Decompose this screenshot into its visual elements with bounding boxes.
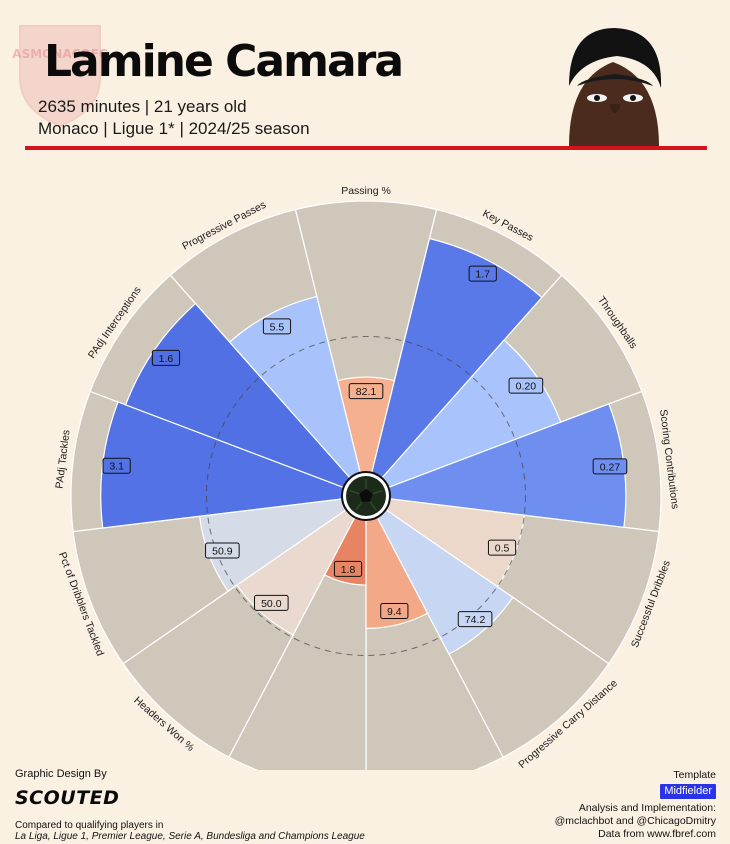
- svg-text:1.6: 1.6: [159, 353, 174, 365]
- metric-label: Passing %: [341, 185, 391, 197]
- value-label: 0.5: [487, 539, 517, 556]
- footer-credits-right: Template Midfielder Analysis and Impleme…: [555, 769, 716, 841]
- svg-text:74.2: 74.2: [465, 614, 486, 626]
- crest-text: ASMONACOFC: [12, 47, 108, 61]
- value-label: 3.1: [102, 457, 131, 474]
- value-label: 50.9: [205, 542, 240, 559]
- header-divider: [25, 146, 707, 150]
- svg-text:3.1: 3.1: [109, 461, 124, 473]
- player-photo: [555, 24, 673, 146]
- value-label: 50.0: [254, 594, 289, 611]
- slice-values: [100, 237, 627, 655]
- svg-text:50.9: 50.9: [212, 545, 233, 557]
- value-label: 1.7: [468, 265, 497, 282]
- svg-text:9.4: 9.4: [387, 606, 402, 618]
- center-ball-icon: [341, 471, 391, 521]
- value-label: 0.20: [508, 377, 544, 394]
- analysis-label: Analysis and Implementation:: [578, 802, 716, 814]
- svg-text:82.1: 82.1: [356, 386, 377, 398]
- value-label: 74.2: [457, 611, 493, 628]
- template-badge: Midfielder: [660, 784, 716, 799]
- svg-text:0.5: 0.5: [495, 543, 510, 555]
- monaco-crest-watermark: ASMONACOFC: [12, 25, 108, 128]
- scouted-logo: SCOUTED: [15, 787, 120, 809]
- template-label: Template: [673, 769, 716, 781]
- analysis-credits: @mclachbot and @ChicagoDmitry: [554, 815, 716, 827]
- median-ring: [206, 336, 526, 656]
- footer-credits-left: Graphic Design By SCOUTED Compared to qu…: [15, 768, 365, 842]
- svg-text:50.0: 50.0: [261, 598, 282, 610]
- leagues-text: La Liga, Ligue 1, Premier League, Serie …: [15, 831, 365, 842]
- value-label: 5.5: [262, 318, 292, 335]
- minutes-age-subtitle: 2635 minutes | 21 years old: [38, 97, 247, 116]
- data-source: Data from www.fbref.com: [598, 828, 716, 840]
- value-label: 0.27: [592, 458, 628, 475]
- svg-text:0.27: 0.27: [600, 461, 621, 473]
- value-label: 82.1: [348, 383, 384, 400]
- svg-text:1.7: 1.7: [475, 269, 490, 281]
- value-label: 1.6: [151, 349, 181, 366]
- player-name: Lamine Camara: [44, 36, 404, 87]
- value-label: 1.8: [333, 560, 363, 577]
- value-labels: 82.1 1.7 0.20 0.27 0.5 74.2 9.4 1.8 50.0 50.9 3.1 1…: [102, 265, 628, 628]
- team-league-season-subtitle: Monaco | Ligue 1* | 2024/25 season: [38, 119, 310, 138]
- value-label: 9.4: [380, 602, 409, 619]
- compared-text: Compared to qualifying players in: [15, 820, 164, 831]
- svg-text:1.8: 1.8: [341, 564, 356, 576]
- svg-text:5.5: 5.5: [270, 321, 285, 333]
- graphic-design-label: Graphic Design By: [15, 768, 107, 780]
- svg-text:0.20: 0.20: [516, 381, 537, 393]
- metric-label: PAdj Tackles: [53, 429, 72, 489]
